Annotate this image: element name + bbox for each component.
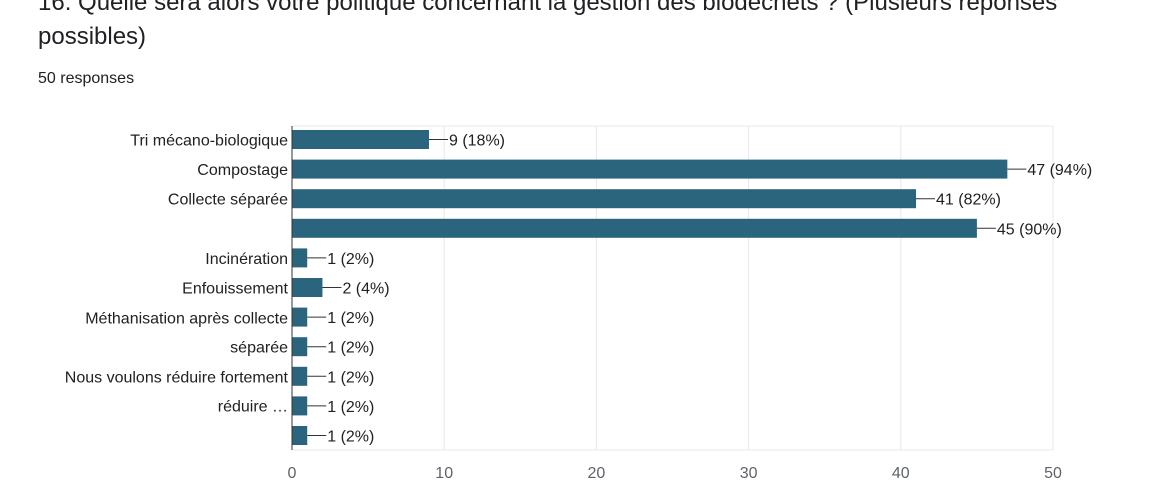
bar xyxy=(292,189,917,209)
category-label: Nous voulons réduire fortement xyxy=(65,370,289,387)
bar xyxy=(292,130,429,149)
x-tick-labels: 0 10 20 30 40 50 xyxy=(288,465,1062,482)
bar xyxy=(292,248,308,268)
data-label: 1 (2%) xyxy=(327,429,374,446)
category-label: Tri mécano-biologique xyxy=(130,133,288,150)
data-label: 1 (2%) xyxy=(327,340,374,357)
question-title: 16. Quelle sera alors votre politique co… xyxy=(38,0,1058,50)
x-tick-label: 50 xyxy=(1044,465,1062,482)
label-connectors xyxy=(307,139,1027,436)
bar xyxy=(292,337,308,357)
x-tick-label: 30 xyxy=(740,465,758,482)
bar xyxy=(292,366,308,386)
bar xyxy=(292,218,977,238)
data-label: 45 (90%) xyxy=(997,221,1062,238)
grid-lines xyxy=(292,125,1054,451)
data-labels: 9 (18%) 47 (94%) 41 (82%) 45 (90%) 1 (2%) 2 (… xyxy=(327,133,1092,446)
category-label: Incinération xyxy=(205,251,288,268)
data-label: 1 (2%) xyxy=(327,369,374,386)
data-label: 2 (4%) xyxy=(342,281,389,298)
data-label: 41 (82%) xyxy=(936,192,1001,209)
data-label: 1 (2%) xyxy=(327,399,374,416)
x-tick-label: 10 xyxy=(435,465,453,482)
bar xyxy=(292,396,308,416)
x-tick-label: 0 xyxy=(288,465,297,482)
category-label: séparée xyxy=(230,339,288,356)
category-label: Collecte séparée xyxy=(168,192,288,209)
category-label: Enfouissement xyxy=(182,281,288,298)
category-label: réduire … xyxy=(218,399,288,416)
bar xyxy=(292,278,323,297)
category-label: Méthanisation après collecte xyxy=(85,310,288,327)
response-count: 50 responses xyxy=(38,70,135,87)
bar xyxy=(292,426,308,445)
data-label: 9 (18%) xyxy=(449,133,505,150)
data-label: 1 (2%) xyxy=(327,310,374,327)
category-label: Compostage xyxy=(197,162,288,179)
x-tick-label: 40 xyxy=(892,465,910,482)
data-label: 1 (2%) xyxy=(327,251,374,268)
bars xyxy=(292,130,1008,445)
data-label: 47 (94%) xyxy=(1027,162,1092,179)
category-labels: Tri mécano-biologique Compostage Collecte … xyxy=(65,133,289,416)
x-tick-label: 20 xyxy=(588,465,606,482)
bar xyxy=(292,159,1008,179)
bar xyxy=(292,307,308,327)
